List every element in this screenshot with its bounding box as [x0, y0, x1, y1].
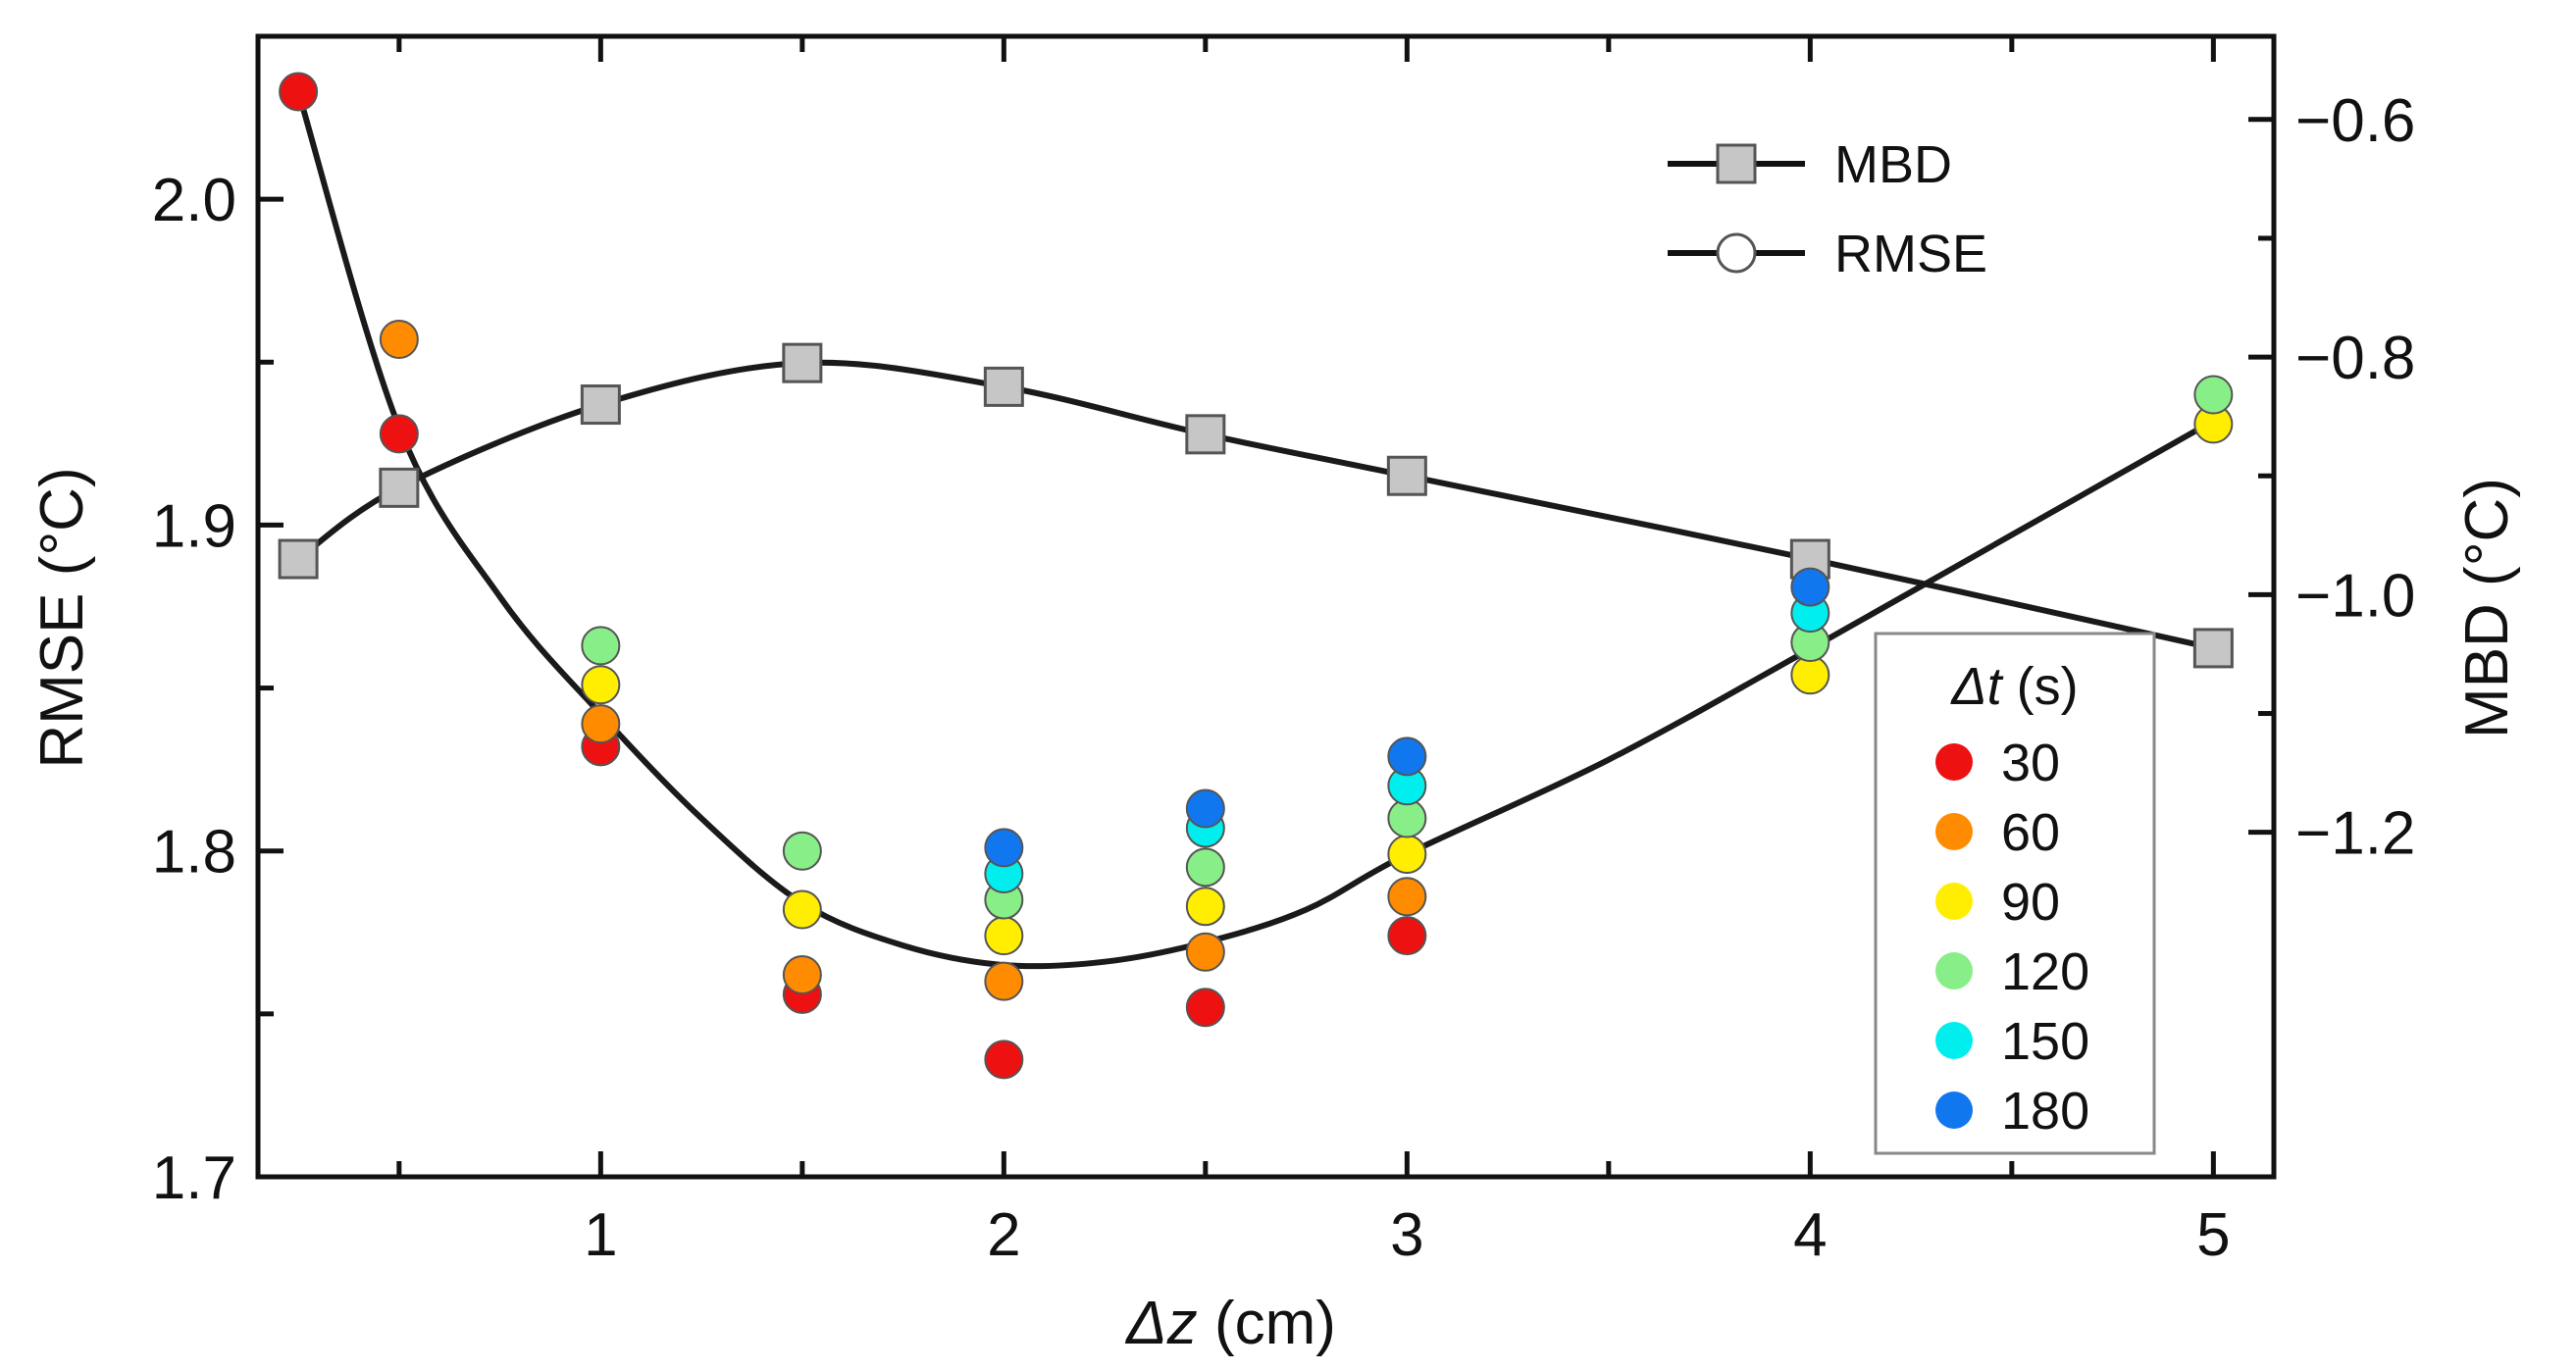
legend-dt-title-symbol: Δt [1949, 657, 2003, 716]
series-layer [278, 72, 2234, 1080]
y-right-tick-label: −0.8 [2295, 325, 2415, 392]
mbd-point [1185, 414, 1226, 455]
y-left-tick-label: 1.8 [152, 819, 236, 887]
mbd-point [782, 342, 823, 383]
legend-dt-label-30: 30 [2001, 734, 2060, 792]
mbd-point [278, 538, 319, 580]
rmse-point-dt-90 [782, 889, 822, 930]
legend-dt-box [1874, 632, 2156, 1155]
x-axis-title-unit: (cm) [1198, 1290, 1336, 1357]
rmse-point-dt-120 [581, 626, 621, 666]
rmse-point-dt-90 [1185, 887, 1225, 927]
rmse-point-dt-60 [1387, 877, 1427, 917]
rmse-point-dt-30 [379, 414, 419, 454]
rmse-point-dt-120 [782, 831, 822, 871]
rmse-point-dt-30 [1185, 988, 1225, 1028]
rmse-point-dt-30 [279, 72, 319, 112]
y-axis-left-title: RMSE (°C) [28, 467, 96, 768]
legend-main: MBD RMSE [1668, 135, 1987, 283]
legend-mbd-marker [1716, 143, 1757, 184]
x-axis-title: Δz (cm) [1124, 1290, 1336, 1357]
rmse-point-dt-60 [984, 961, 1024, 1001]
legend-dt-swatch-90 [1935, 883, 1973, 920]
y-right-tick-label: −1.2 [2295, 800, 2415, 868]
mbd-point [983, 366, 1024, 407]
y-axis-right-title: MBD (°C) [2453, 478, 2521, 738]
y-left-tick-label: 2.0 [152, 167, 236, 234]
rmse-point-dt-180 [1387, 736, 1427, 777]
legend-dt-label-120: 120 [2001, 942, 2089, 1001]
x-tick-label: 2 [987, 1201, 1020, 1269]
x-tick-label: 5 [2196, 1201, 2230, 1269]
legend-rmse-label: RMSE [1834, 225, 1987, 283]
legend-dt-swatch-180 [1935, 1092, 1973, 1129]
rmse-point-dt-30 [1387, 916, 1427, 956]
rmse-point-dt-90 [984, 916, 1024, 956]
legend-dt-swatch-120 [1935, 952, 1973, 990]
rmse-point-dt-120 [2193, 375, 2234, 415]
rmse-point-dt-60 [1185, 932, 1225, 972]
y-left-tick-label: 1.9 [152, 492, 236, 560]
legend-rmse-marker [1716, 232, 1757, 274]
legend-dt-swatch-60 [1935, 813, 1973, 850]
legend-dt-swatch-30 [1935, 743, 1973, 781]
y-right-tick-label: −1.0 [2295, 562, 2415, 630]
rmse-point-dt-90 [581, 665, 621, 705]
y-left-tick-label: 1.7 [152, 1144, 236, 1212]
plot-area-frame [255, 33, 2277, 1180]
y-right-tick-label: −0.6 [2295, 87, 2415, 155]
rmse-fit-curve [295, 90, 2215, 970]
ticks-layer [258, 33, 2274, 1180]
legend-dt-swatch-150 [1935, 1022, 1973, 1059]
rmse-point-dt-180 [984, 828, 1024, 868]
rmse-point-dt-180 [1185, 788, 1225, 829]
legend-dt-label-90: 90 [2001, 873, 2060, 932]
mbd-point [379, 467, 420, 508]
rmse-point-dt-60 [782, 954, 822, 994]
labels-layer: 1 2 3 4 5 1.7 1.8 1.9 2.0 −1.2 −1.0 −0.8 −0.6 [152, 87, 2416, 1269]
mbd-point [580, 384, 621, 426]
legend-dt-label-60: 60 [2001, 803, 2060, 862]
rmse-point-dt-180 [1790, 567, 1830, 607]
rmse-point-dt-90 [1387, 835, 1427, 875]
legend-dt-label-150: 150 [2001, 1012, 2089, 1071]
x-tick-label: 1 [584, 1201, 617, 1269]
legend-dt: Δt (s) 30 60 90 120 150 180 [1874, 632, 2156, 1155]
mbd-point [1386, 455, 1427, 496]
x-tick-label: 3 [1390, 1201, 1423, 1269]
mbd-point [2192, 628, 2234, 669]
legend-dt-label-180: 180 [2001, 1082, 2089, 1141]
legend-dt-title-unit: (s) [2002, 657, 2079, 716]
rmse-point-dt-120 [1185, 847, 1225, 888]
rmse-point-dt-60 [379, 320, 419, 360]
rmse-point-dt-30 [984, 1040, 1024, 1080]
x-axis-title-symbol: Δz [1124, 1290, 1198, 1357]
x-tick-label: 4 [1793, 1201, 1827, 1269]
legend-mbd-label: MBD [1834, 135, 1952, 194]
legend-dt-items: 30 60 90 120 150 180 [1935, 734, 2089, 1141]
rmse-point-dt-60 [581, 704, 621, 744]
legend-dt-title: Δt (s) [1949, 657, 2078, 716]
